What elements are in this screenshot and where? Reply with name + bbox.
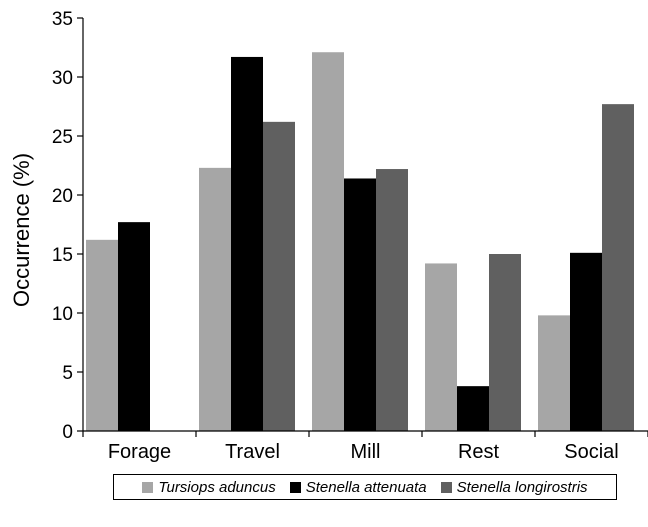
bar-rest-stenella-longirostris [489,254,521,431]
y-tick-label: 5 [62,363,73,384]
bar-mill-stenella-longirostris [376,169,408,432]
bars-layer [86,52,634,432]
y-axis-title: Occurrence (%) [9,153,34,307]
x-category-label: Social [564,441,618,463]
bar-forage-tursiops-aduncus [86,239,118,431]
legend-swatch [440,481,452,493]
bar-rest-tursiops-aduncus [425,263,457,431]
legend-swatch [289,481,301,493]
bar-rest-stenella-attenuata [457,386,489,431]
y-tick-label: 20 [52,186,73,207]
legend-label: Stenella attenuata [305,478,427,496]
axes-layer: 0 5 10 15 20 25 30 35 Forage Travel Mill Rest Social [52,9,648,463]
legend: Tursiops aduncus Stenella attenuata Stenel… [113,474,617,500]
bar-social-stenella-attenuata [570,252,602,431]
y-tick-label: 0 [62,422,73,443]
y-tick-label: 25 [52,127,73,148]
bar-travel-tursiops-aduncus [199,167,231,432]
y-tick-label: 35 [52,9,73,30]
bar-social-stenella-longirostris [602,104,634,431]
y-tick-label: 15 [52,245,73,266]
y-tick-label: 10 [52,304,73,325]
bar-mill-tursiops-aduncus [312,52,344,431]
legend-item: Tursiops aduncus [142,478,276,496]
x-category-label: Forage [108,441,171,463]
x-category-label: Mill [351,441,381,463]
bar-travel-stenella-longirostris [263,121,295,431]
legend-label: Stenella longirostris [456,478,588,496]
bar-forage-stenella-attenuata [118,222,150,431]
bar-travel-stenella-attenuata [231,56,263,431]
legend-label: Tursiops aduncus [158,478,276,496]
x-category-label: Rest [458,441,500,463]
y-tick-label: 30 [52,68,73,89]
legend-swatch [142,481,154,493]
bar-mill-stenella-attenuata [344,178,376,431]
legend-item: Stenella attenuata [289,478,427,496]
bar-social-tursiops-aduncus [538,315,570,431]
x-category-label: Travel [225,441,280,463]
legend-item: Stenella longirostris [440,478,588,496]
